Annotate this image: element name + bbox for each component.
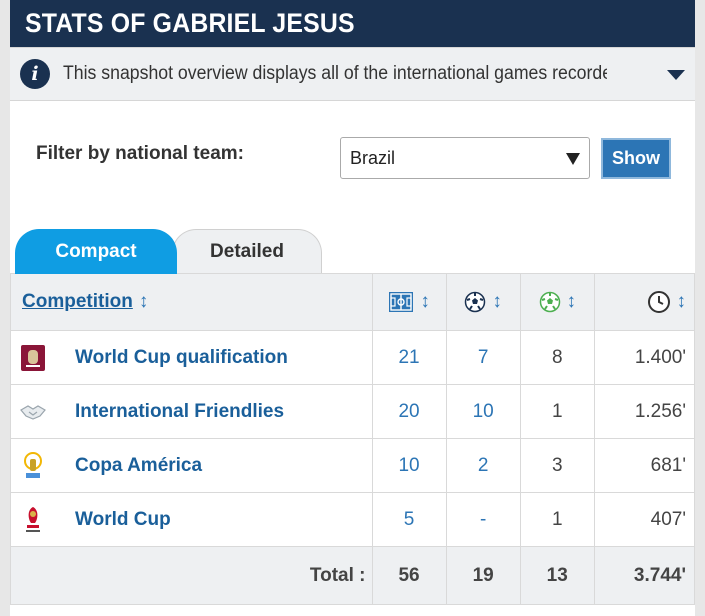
goals-cell[interactable]: 2 <box>445 438 521 493</box>
appearances-header[interactable]: ↕ <box>371 273 447 331</box>
clock-icon <box>647 290 671 314</box>
total-apps: 56 <box>371 546 447 605</box>
competition-link[interactable]: Copa América <box>75 454 203 476</box>
world-cup-logo-icon <box>19 506 47 534</box>
total-goals: 19 <box>445 546 521 605</box>
ball-icon <box>464 291 486 313</box>
national-team-select[interactable]: Brazil <box>340 137 590 179</box>
table-row: International Friendlies 20 10 1 1.256' <box>10 384 696 439</box>
selected-team: Brazil <box>350 147 396 168</box>
assists-cell: 8 <box>519 330 595 385</box>
pitch-icon <box>388 289 414 315</box>
total-row: Total : 56 19 13 3.744' <box>10 546 696 605</box>
stats-header: STATS OF GABRIEL JESUS <box>10 0 695 47</box>
table-row: World Cup qualification 21 7 8 1.400' <box>10 330 696 385</box>
chevron-down-icon <box>566 153 580 165</box>
table-header-row: Competition ↕ ↕ ↕ ↕ <box>10 273 696 331</box>
goals-header[interactable]: ↕ <box>445 273 521 331</box>
expand-caret-icon[interactable] <box>667 70 685 80</box>
minutes-cell: 407' <box>593 492 696 547</box>
filter-label: Filter by national team: <box>36 143 244 164</box>
competition-link[interactable]: World Cup <box>75 508 171 530</box>
info-bar[interactable]: i This snapshot overview displays all of… <box>10 47 695 101</box>
apps-cell[interactable]: 10 <box>371 438 447 493</box>
assists-cell: 1 <box>519 384 595 439</box>
competition-sort-link[interactable]: Competition <box>22 291 133 312</box>
assist-ball-icon <box>539 291 561 313</box>
total-label: Total : <box>10 546 373 605</box>
minutes-header[interactable]: ↕ <box>593 273 696 331</box>
view-tabs: Detailed Compact <box>10 229 695 274</box>
apps-cell[interactable]: 20 <box>371 384 447 439</box>
competition-link[interactable]: World Cup qualification <box>75 346 288 368</box>
goals-cell[interactable]: 10 <box>445 384 521 439</box>
sort-icon[interactable]: ↕ <box>492 291 502 312</box>
stats-box: STATS OF GABRIEL JESUS i This snapshot o… <box>10 0 696 616</box>
minutes-cell: 681' <box>593 438 696 493</box>
total-minutes: 3.744' <box>593 546 696 605</box>
minutes-cell: 1.256' <box>593 384 696 439</box>
sort-icon[interactable]: ↕ <box>566 291 577 312</box>
apps-cell[interactable]: 21 <box>371 330 447 385</box>
info-icon: i <box>20 59 50 89</box>
assists-header[interactable]: ↕ <box>519 273 595 331</box>
tab-detailed[interactable]: Detailed <box>172 229 322 274</box>
handshake-icon <box>19 398 47 426</box>
minutes-cell: 1.400' <box>593 330 696 385</box>
sort-icon[interactable]: ↕ <box>420 291 430 313</box>
sort-icon[interactable]: ↕ <box>138 291 149 312</box>
table-row: World Cup 5 - 1 407' <box>10 492 696 547</box>
total-assists: 13 <box>519 546 595 605</box>
page-title: STATS OF GABRIEL JESUS <box>25 8 355 38</box>
assists-cell: 1 <box>519 492 595 547</box>
sort-icon[interactable]: ↕ <box>676 291 687 313</box>
world-cup-qualification-logo-icon <box>19 344 47 372</box>
info-text: This snapshot overview displays all of t… <box>63 63 608 84</box>
assists-cell: 3 <box>519 438 595 493</box>
goals-cell[interactable]: - <box>445 492 521 547</box>
competition-link[interactable]: International Friendlies <box>75 400 285 422</box>
tab-compact[interactable]: Compact <box>15 229 177 274</box>
apps-cell[interactable]: 5 <box>371 492 447 547</box>
table-row: Copa América 10 2 3 681' <box>10 438 696 493</box>
copa-america-trophy-icon <box>19 451 47 480</box>
show-button[interactable]: Show <box>601 138 671 179</box>
stats-table: Competition ↕ ↕ ↕ ↕ <box>10 273 696 605</box>
goals-cell[interactable]: 7 <box>445 330 521 385</box>
competition-header[interactable]: Competition ↕ <box>10 273 373 331</box>
filter-section: Filter by national team: Brazil Show <box>10 101 695 229</box>
